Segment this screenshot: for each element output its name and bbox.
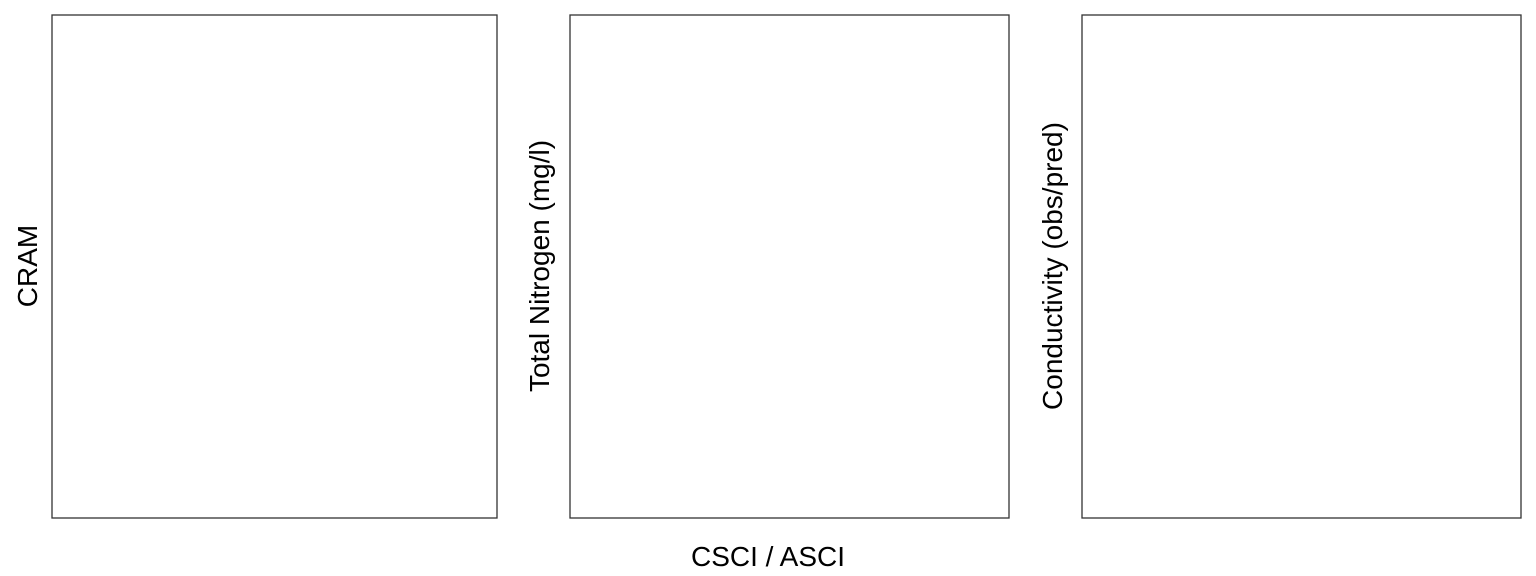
panel-total-nitrogen-ylabel: Total Nitrogen (mg/l) bbox=[524, 140, 555, 392]
panel-conductivity: Conductivity (obs/pred) bbox=[1037, 14, 1522, 519]
panel-cram-frame bbox=[51, 14, 498, 519]
shared-xlabel: CSCI / ASCI bbox=[691, 541, 845, 572]
panel-cram-ylabel: CRAM bbox=[12, 225, 43, 307]
panel-total-nitrogen-frame bbox=[569, 14, 1010, 519]
panel-conductivity-ylabel: Conductivity (obs/pred) bbox=[1037, 122, 1068, 410]
panel-conductivity-frame bbox=[1081, 14, 1522, 519]
panel-cram: CRAM bbox=[12, 14, 498, 519]
panel-total-nitrogen: Total Nitrogen (mg/l) bbox=[524, 14, 1010, 519]
